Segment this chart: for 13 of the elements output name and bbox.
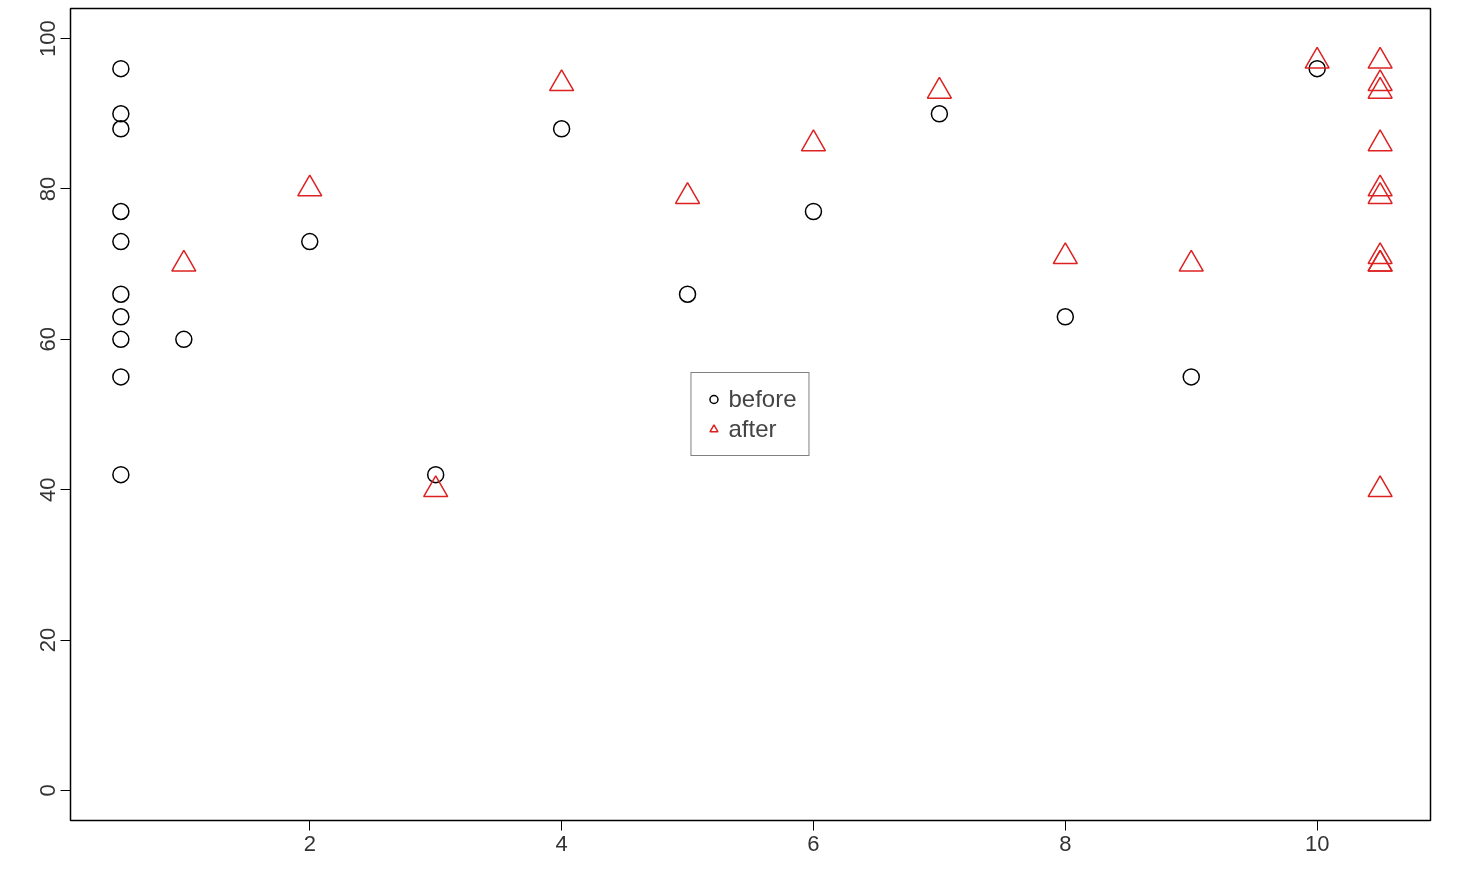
legend-label: after bbox=[728, 415, 777, 443]
y-tick-label: 60 bbox=[35, 327, 61, 352]
x-tick-label: 6 bbox=[807, 830, 820, 856]
x-tick-label: 8 bbox=[1059, 830, 1072, 856]
y-tick-label: 80 bbox=[35, 176, 61, 202]
y-tick-label: 40 bbox=[35, 477, 61, 502]
y-tick-label: 20 bbox=[35, 627, 61, 653]
x-tick-label: 2 bbox=[303, 830, 316, 856]
legend-label: before bbox=[728, 385, 797, 413]
y-tick-label: 0 bbox=[35, 784, 61, 797]
x-tick-label: 4 bbox=[555, 830, 568, 856]
x-tick-label: 10 bbox=[1304, 830, 1330, 856]
y-tick-label: 100 bbox=[35, 20, 61, 57]
